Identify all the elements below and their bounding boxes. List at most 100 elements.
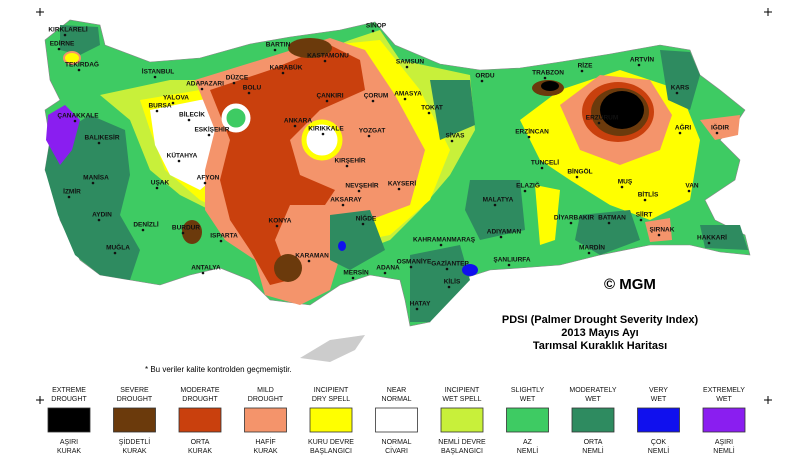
green-eskisehir	[221, 103, 251, 133]
city-label: BURDUR	[172, 225, 200, 232]
city-dot	[715, 131, 719, 135]
city-label: KIRKLARELİ	[48, 26, 88, 34]
city-label: AMASYA	[394, 91, 422, 98]
moderate-drought	[210, 45, 365, 285]
city-label: HATAY	[410, 301, 431, 308]
city-label: ÇORUM	[364, 93, 389, 100]
legend-swatch	[375, 407, 418, 433]
city-dot	[371, 99, 375, 103]
legend-label-en: WET	[716, 396, 732, 403]
city-label: SİVAS	[445, 132, 465, 140]
legend-label-en: WET SPELL	[442, 396, 481, 403]
legend-swatch	[244, 407, 287, 433]
city-label: BURSA	[148, 103, 171, 110]
city-dot	[587, 251, 591, 255]
city-label: ELAZIĞ	[516, 181, 540, 190]
city-dot	[293, 124, 297, 128]
hatay-wet	[410, 245, 470, 322]
city-label: ADIYAMAN	[487, 229, 522, 236]
city-dot	[351, 276, 355, 280]
city-dot	[597, 121, 601, 125]
city-dot	[439, 243, 443, 247]
severe-burdur	[182, 220, 202, 244]
city-dot	[540, 166, 544, 170]
legend-label-en: NEAR	[387, 387, 406, 394]
city-label: SİİRT	[636, 211, 653, 219]
city-dot	[543, 76, 547, 80]
legend-swatch	[113, 407, 156, 433]
city-label: NİĞDE	[356, 214, 377, 223]
legend-label-tr: ŞİDDETLİ	[119, 437, 151, 446]
city-label: SAMSUN	[396, 59, 424, 66]
legend-label-tr: NEMLİ	[713, 446, 734, 455]
city-label: ESKİŞEHİR	[194, 126, 229, 134]
legend-swatch	[440, 407, 484, 433]
city-label: KIRŞEHİR	[334, 157, 365, 165]
city-label: RİZE	[578, 62, 593, 70]
city-label: DÜZCE	[226, 73, 249, 82]
city-dot	[181, 231, 185, 235]
city-label: MANİSA	[83, 174, 109, 182]
west-moderate-wet	[45, 115, 140, 280]
legend-swatch	[637, 407, 680, 433]
legend-label-en: DROUGHT	[248, 396, 284, 403]
city-label: ANTALYA	[191, 265, 221, 272]
city-label: ANKARA	[284, 118, 312, 125]
legend-swatch	[47, 407, 91, 433]
legend-label-tr: KURAK	[122, 448, 146, 455]
city-dot	[323, 59, 327, 63]
legend-label-tr: NORMAL	[382, 439, 412, 446]
legend-label-en: VERY	[649, 387, 668, 394]
city-dot	[113, 251, 117, 255]
legend-label-en: MODERATELY	[569, 387, 617, 394]
city-dot	[345, 164, 349, 168]
city-label: ADAPAZARI	[186, 81, 224, 88]
legend-label-en: DROUGHT	[182, 396, 218, 403]
city-labels: KIRKLARELİ EDİRNE TEKİRDAĞ İSTANBUL SİNOP BAR…	[48, 22, 729, 311]
legend-swatch	[702, 407, 746, 433]
legend-label-tr: KURAK	[57, 448, 81, 455]
trabzon-extreme	[541, 81, 559, 91]
northeast-wet	[660, 50, 700, 110]
legend-label-en: NORMAL	[382, 396, 412, 403]
city-dot	[200, 87, 204, 91]
city-dot	[580, 69, 584, 73]
city-label: KARABÜK	[270, 63, 303, 72]
legend-label-tr: NEMLİ	[582, 446, 603, 455]
city-dot	[73, 119, 77, 123]
legend-label-tr: ÇOK	[651, 439, 667, 446]
map-shapes	[44, 19, 751, 362]
adana-wet	[330, 210, 385, 270]
city-dot	[155, 186, 159, 190]
city-dot	[427, 111, 431, 115]
city-label: İSTANBUL	[142, 68, 174, 76]
city-label: AĞRI	[675, 123, 691, 132]
thrace-mild	[63, 51, 81, 65]
legend-swatch	[571, 407, 615, 433]
city-label: BARTIN	[266, 42, 291, 49]
legend: EXTREME DROUGHT AŞIRI KURAK SEVERE DROUGHT ŞİD…	[47, 387, 746, 455]
city-label: KAHRAMANMARAŞ	[413, 237, 476, 244]
legend-label-en: SLIGHTLY	[511, 387, 545, 394]
city-dot	[153, 75, 157, 79]
legend-swatch	[309, 407, 353, 433]
city-dot	[357, 189, 361, 193]
city-label: KARS	[671, 85, 690, 92]
legend-label-tr: KURAK	[188, 448, 212, 455]
city-label: MUĞLA	[106, 243, 130, 252]
siirt-mild	[645, 218, 672, 242]
city-dot	[219, 239, 223, 243]
city-label: KAYSERİ	[388, 180, 416, 188]
city-dot	[403, 97, 407, 101]
legend-label-en: EXTREMELY	[703, 387, 745, 394]
city-label: EDİRNE	[50, 40, 75, 48]
city-label: BOLU	[243, 85, 262, 92]
city-label: MUŞ	[618, 179, 633, 186]
city-label: DENİZLİ	[133, 221, 158, 229]
city-dot	[687, 189, 691, 193]
legend-label-en: WET	[520, 396, 536, 403]
city-label: ORDU	[475, 73, 494, 80]
city-label: YALOVA	[163, 95, 189, 102]
city-label: ARTVİN	[630, 56, 655, 64]
city-label: KÜTAHYA	[167, 151, 198, 160]
